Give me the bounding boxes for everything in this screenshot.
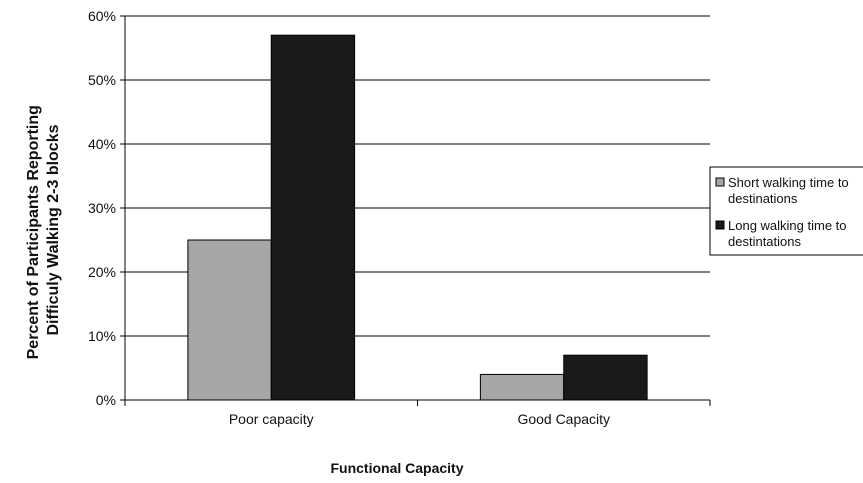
y-tick-label: 20% [88,264,116,280]
legend: Short walking time to destinations Long … [709,166,863,256]
y-tick-label: 10% [88,328,116,344]
axes [120,15,711,406]
y-axis-title: Percent of Participants Reporting Diffic… [25,101,62,360]
y-axis-title-line-2: Difficuly Walking 2-3 blocks [45,124,62,335]
y-tick-label: 0% [96,392,116,408]
legend-label-long: Long walking time to destintations [728,218,850,249]
bar [563,354,648,401]
bar [270,34,356,401]
bar [479,373,565,401]
legend-swatch-long [715,220,725,230]
x-category-label: Good Capacity [517,411,610,427]
x-category-labels: Poor capacity Good Capacity [229,411,610,427]
legend-label-short: Short walking time to destinations [728,175,852,206]
y-tick-labels: 0% 10% 20% 30% 40% 50% 60% [88,8,116,408]
y-tick-label: 30% [88,200,116,216]
bars [187,34,648,401]
legend-swatch-short [715,177,725,187]
bar [187,239,272,401]
y-tick-label: 40% [88,136,116,152]
x-axis-title: Functional Capacity [330,460,463,476]
y-tick-label: 60% [88,8,116,24]
y-tick-label: 50% [88,72,116,88]
x-category-label: Poor capacity [229,411,314,427]
legend-box [709,166,863,256]
y-axis-title-line-1: Percent of Participants Reporting [25,105,42,359]
